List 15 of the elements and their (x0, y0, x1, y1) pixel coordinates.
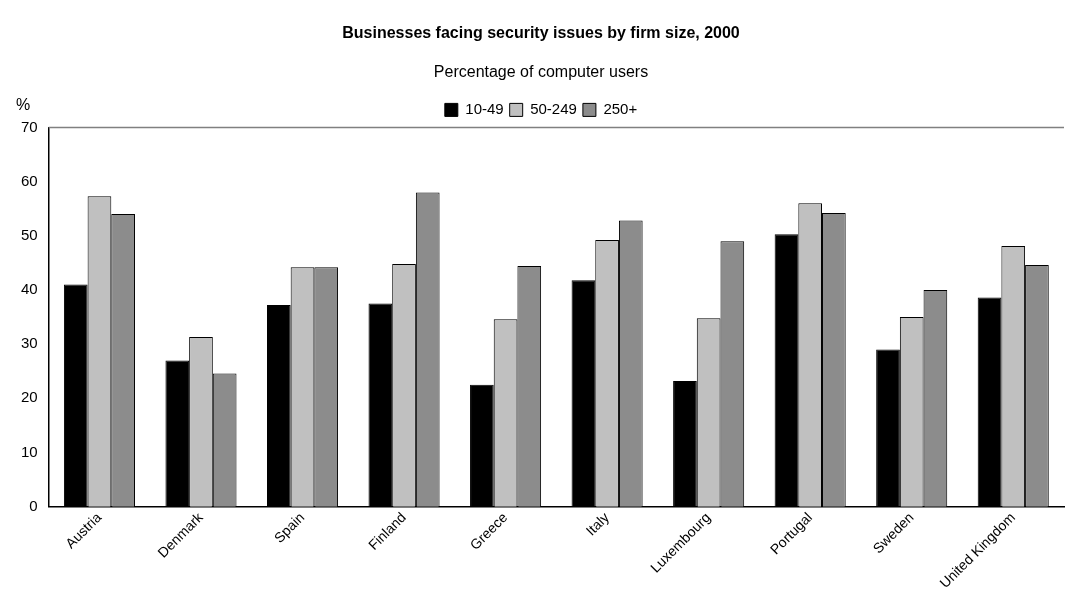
y-tick-label: 70 (21, 117, 38, 135)
y-axis-title: % (16, 95, 31, 113)
y-tick-label: 40 (21, 280, 38, 298)
y-tick-label: 50 (21, 225, 38, 243)
legend-label: 250+ (603, 100, 638, 118)
legend-label: 10-49 (465, 100, 504, 118)
legend-label: 50-249 (530, 100, 577, 118)
chart-title: Businesses facing security issues by firm size, 2000 (342, 24, 740, 42)
y-tick-label: 30 (21, 334, 38, 352)
y-tick-label: 0 (29, 496, 38, 514)
y-tick-label: 60 (21, 171, 38, 189)
y-tick-label: 10 (21, 442, 38, 460)
x-tick-label: Italy (582, 509, 612, 539)
y-tick-label: 20 (21, 388, 38, 406)
chart-subtitle: Percentage of computer users (433, 63, 649, 81)
